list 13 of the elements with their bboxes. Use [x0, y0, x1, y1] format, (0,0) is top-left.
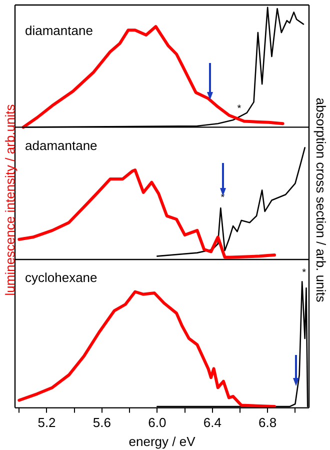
x-tick-label: 6.8 — [258, 415, 277, 430]
annotation: * — [302, 267, 306, 278]
x-axis-title: energy / eV — [128, 434, 196, 449]
x-tick-label: 6.4 — [203, 415, 222, 430]
y2-axis-title: absorption cross section / arb. units — [314, 98, 328, 302]
x-tick-label: 5.6 — [92, 415, 111, 430]
annotation: diamantane — [25, 23, 93, 38]
annotation: cyclohexane — [25, 270, 98, 286]
annotation: * — [237, 103, 242, 114]
y-axis-title: luminescence intensity / arb.units — [2, 104, 18, 296]
x-tick-label: 5.2 — [38, 415, 56, 430]
x-tick-label: 6.0 — [148, 415, 166, 430]
annotation: adamantane — [25, 138, 98, 154]
